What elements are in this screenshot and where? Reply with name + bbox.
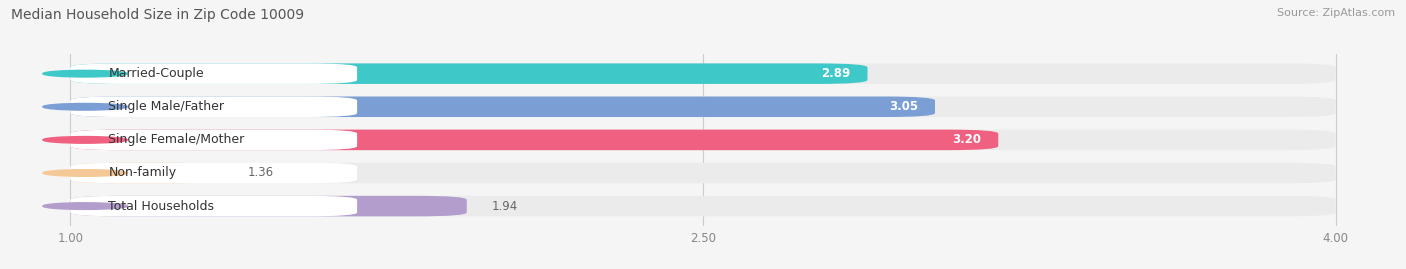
- Text: Single Female/Mother: Single Female/Mother: [108, 133, 245, 146]
- FancyBboxPatch shape: [70, 130, 1336, 150]
- Circle shape: [42, 170, 127, 176]
- Text: Source: ZipAtlas.com: Source: ZipAtlas.com: [1277, 8, 1395, 18]
- Circle shape: [42, 104, 127, 110]
- Circle shape: [42, 203, 127, 209]
- FancyBboxPatch shape: [70, 130, 998, 150]
- Text: Non-family: Non-family: [108, 167, 176, 179]
- Text: 3.05: 3.05: [889, 100, 918, 113]
- Text: 1.36: 1.36: [247, 167, 274, 179]
- FancyBboxPatch shape: [70, 63, 868, 84]
- FancyBboxPatch shape: [70, 63, 357, 84]
- Text: 3.20: 3.20: [952, 133, 981, 146]
- Circle shape: [42, 137, 127, 143]
- Circle shape: [42, 70, 127, 77]
- FancyBboxPatch shape: [70, 97, 935, 117]
- FancyBboxPatch shape: [70, 196, 1336, 216]
- FancyBboxPatch shape: [70, 97, 1336, 117]
- FancyBboxPatch shape: [70, 163, 357, 183]
- Text: Median Household Size in Zip Code 10009: Median Household Size in Zip Code 10009: [11, 8, 304, 22]
- FancyBboxPatch shape: [70, 163, 1336, 183]
- Text: 2.89: 2.89: [821, 67, 851, 80]
- Text: 1.94: 1.94: [492, 200, 519, 213]
- FancyBboxPatch shape: [70, 130, 357, 150]
- Text: Married-Couple: Married-Couple: [108, 67, 204, 80]
- Text: Total Households: Total Households: [108, 200, 214, 213]
- FancyBboxPatch shape: [70, 163, 222, 183]
- FancyBboxPatch shape: [70, 196, 467, 216]
- FancyBboxPatch shape: [70, 196, 357, 216]
- FancyBboxPatch shape: [70, 97, 357, 117]
- FancyBboxPatch shape: [70, 63, 1336, 84]
- Text: Single Male/Father: Single Male/Father: [108, 100, 225, 113]
